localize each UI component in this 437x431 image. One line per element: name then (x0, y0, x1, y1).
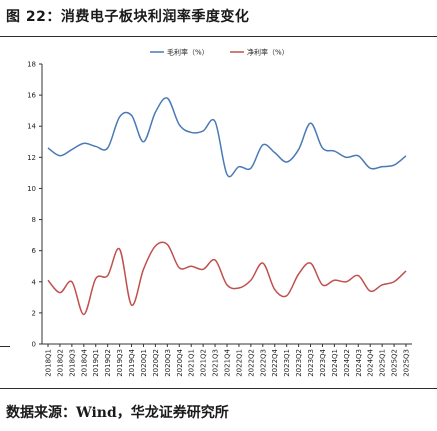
x-tick-label: 2025Q1 (379, 349, 387, 377)
x-tick-label: 2019Q2 (104, 349, 112, 377)
x-tick-label: 2024Q2 (343, 349, 351, 377)
y-tick-label: 2 (32, 309, 36, 317)
y-tick-label: 8 (32, 216, 36, 224)
x-tick-label: 2023Q4 (319, 348, 327, 376)
chart-axes (41, 64, 412, 345)
x-tick-label: 2021Q1 (188, 349, 196, 377)
y-axis-ticks: 0 2 4 6 8 10 12 14 16 18 (27, 61, 42, 349)
side-tick-mark (0, 346, 10, 347)
x-tick-label: 2023Q2 (295, 349, 303, 377)
x-tick-label: 2025Q2 (391, 349, 399, 377)
x-tick-label: 2019Q3 (116, 349, 124, 377)
x-tick-label: 2022Q4 (271, 348, 279, 376)
series-line-1 (47, 97, 407, 178)
bottom-rule (0, 388, 437, 389)
x-tick-label: 2021Q3 (212, 349, 220, 377)
x-tick-label: 2018Q2 (56, 349, 64, 377)
x-tick-label: 2023Q1 (283, 349, 291, 377)
x-tick-label: 2019Q1 (92, 349, 100, 377)
y-tick-label: 18 (27, 61, 36, 69)
x-tick-label: 2020Q1 (140, 349, 148, 377)
x-tick-label: 2018Q1 (45, 349, 53, 377)
x-tick-label: 2025Q3 (403, 349, 411, 377)
y-tick-label: 10 (27, 185, 36, 193)
x-tick-label: 2018Q4 (80, 348, 88, 376)
x-tick-label: 2018Q3 (68, 349, 76, 377)
x-tick-label: 2024Q3 (355, 349, 363, 377)
source-note: 数据来源：Wind，华龙证券研究所 (6, 405, 229, 421)
x-tick-label: 2022Q2 (247, 349, 255, 377)
x-tick-label: 2021Q4 (224, 348, 232, 376)
legend-label-2: 净利率（%） (247, 48, 289, 57)
y-tick-label: 16 (27, 92, 36, 100)
x-tick-label: 2024Q4 (367, 348, 375, 376)
x-tick-label: 2020Q4 (176, 348, 184, 376)
x-axis-ticks: 2018Q1 2018Q2 2018Q3 2018Q4 2019Q1 2019Q2 2019… (45, 344, 411, 377)
chart-legend: 毛利率（%） 净利率（%） (150, 48, 289, 57)
y-tick-label: 12 (27, 154, 36, 162)
x-tick-label: 2022Q1 (235, 349, 243, 377)
x-tick-label: 2020Q3 (164, 349, 172, 377)
y-tick-label: 6 (32, 247, 37, 255)
figure-title: 图 22：消费电子板块利润率季度变化 (6, 9, 250, 25)
x-tick-label: 2023Q3 (307, 349, 315, 377)
x-tick-label: 2022Q3 (259, 349, 267, 377)
series-line-2 (47, 241, 407, 316)
x-tick-label: 2020Q2 (152, 349, 160, 377)
y-tick-label: 0 (32, 341, 36, 349)
top-rule (0, 36, 437, 37)
x-tick-label: 2024Q1 (331, 349, 339, 377)
x-tick-label: 2021Q2 (200, 349, 208, 377)
y-tick-label: 14 (27, 123, 36, 131)
y-tick-label: 4 (32, 278, 37, 286)
x-tick-label: 2019Q4 (128, 348, 136, 376)
chart-series (47, 97, 407, 316)
legend-label-1: 毛利率（%） (167, 48, 209, 57)
